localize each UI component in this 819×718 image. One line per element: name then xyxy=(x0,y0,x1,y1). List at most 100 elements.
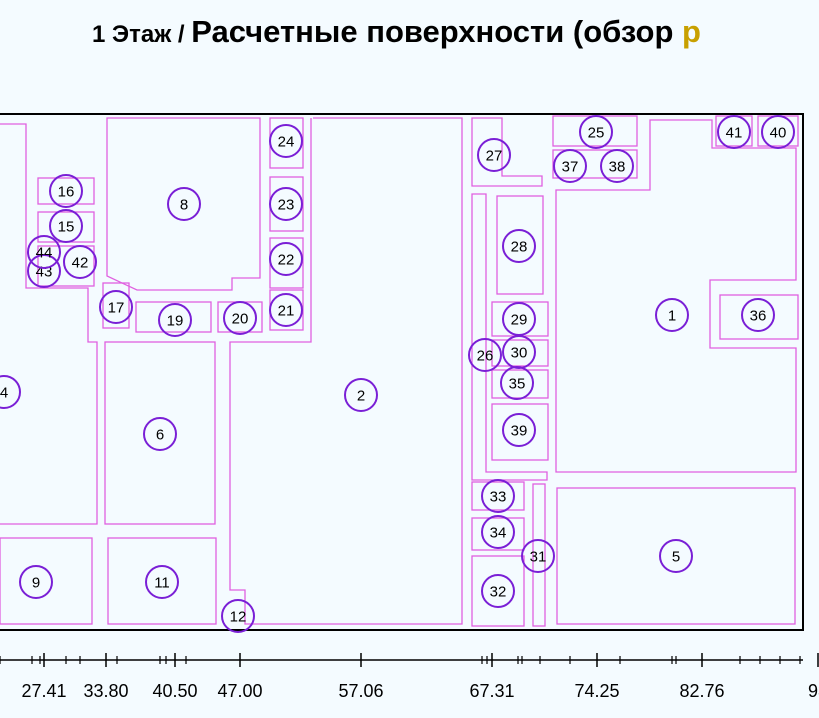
outer-wall xyxy=(0,113,804,631)
axis-tick-label: 93 xyxy=(808,681,819,701)
room-marker-23: 23 xyxy=(269,187,303,221)
room-marker-circle xyxy=(502,413,536,447)
room-marker-11: 11 xyxy=(145,565,179,599)
room-marker-label: 17 xyxy=(108,300,125,317)
room-marker-31: 31 xyxy=(521,539,555,573)
room-marker-circle xyxy=(158,303,192,337)
room-marker-label: 32 xyxy=(490,584,507,601)
room-marker-22: 22 xyxy=(269,242,303,276)
room-marker-label: 11 xyxy=(154,575,170,592)
room-marker-24: 24 xyxy=(269,124,303,158)
room-marker-circle xyxy=(659,539,693,573)
room-marker-circle xyxy=(761,115,795,149)
axis-tick-label: 27.41 xyxy=(21,681,66,701)
room-marker-32: 32 xyxy=(481,574,515,608)
axis-tick-label: 47.00 xyxy=(217,681,262,701)
room-marker-26: 26 xyxy=(468,338,502,372)
room-marker-30: 30 xyxy=(502,335,536,369)
x-axis: 27.41 33.80 40.50 47.00 57.06 67.31 74.25 82.76… xyxy=(0,653,819,701)
room-marker-15: 15 xyxy=(49,209,83,243)
room-marker-label: 4 xyxy=(0,385,8,402)
room-marker-circle xyxy=(143,417,177,451)
room-marker-29: 29 xyxy=(502,302,536,336)
room-marker-circle xyxy=(27,254,61,288)
room-marker-label: 42 xyxy=(72,255,89,272)
room-marker-circle xyxy=(63,245,97,279)
room-marker-circle xyxy=(49,174,83,208)
room-marker-circle xyxy=(269,242,303,276)
room-marker-label: 24 xyxy=(278,134,295,151)
title-tail: р xyxy=(682,14,701,49)
room-marker-circle xyxy=(600,149,634,183)
room-marker-42: 42 xyxy=(63,245,97,279)
room-marker-circle xyxy=(269,293,303,327)
room-marker-27: 27 xyxy=(477,138,511,172)
title-prefix: 1 Этаж / xyxy=(92,21,192,48)
room-marker-37: 37 xyxy=(553,149,587,183)
room-marker-label: 5 xyxy=(672,549,680,566)
room-marker-label: 35 xyxy=(509,376,526,393)
room-marker-circle xyxy=(500,366,534,400)
room-marker-label: 38 xyxy=(609,159,626,176)
room-marker-label: 31 xyxy=(530,549,547,566)
room-marker-28: 28 xyxy=(502,229,536,263)
room-marker-circle xyxy=(19,565,53,599)
room-marker-34: 34 xyxy=(481,515,515,549)
room-marker-label: 25 xyxy=(588,125,605,142)
room-marker-label: 36 xyxy=(750,308,767,325)
room-marker-38: 38 xyxy=(600,149,634,183)
room-marker-label: 39 xyxy=(511,423,528,440)
room-marker-circle xyxy=(0,375,21,409)
room-marker-label: 34 xyxy=(490,525,507,542)
room-marker-label: 29 xyxy=(511,312,528,329)
room-marker-circle xyxy=(145,565,179,599)
axis-tick-label: 40.50 xyxy=(152,681,197,701)
room-marker-circle xyxy=(521,539,555,573)
room-marker-39: 39 xyxy=(502,413,536,447)
axis-tick-label: 67.31 xyxy=(469,681,514,701)
room-marker-label: 1 xyxy=(668,308,676,325)
room-marker-circle xyxy=(99,290,133,324)
room-marker-label: 30 xyxy=(511,345,528,362)
room-marker-circle xyxy=(221,599,255,633)
room-marker-44: 44 xyxy=(27,235,61,269)
room-marker-20: 20 xyxy=(223,301,257,335)
room-marker-circle xyxy=(717,115,751,149)
room-marker-label: 28 xyxy=(511,239,528,256)
axis-tick-label: 74.25 xyxy=(574,681,619,701)
room-marker-circle xyxy=(477,138,511,172)
room-marker-label: 23 xyxy=(278,197,295,214)
room-marker-circle xyxy=(468,338,502,372)
room-marker-label: 41 xyxy=(726,125,743,142)
room-marker-label: 2 xyxy=(357,388,365,405)
room-marker-label: 22 xyxy=(278,252,295,269)
room-marker-circle xyxy=(502,229,536,263)
room-marker-circle xyxy=(481,515,515,549)
room-marker-circle xyxy=(344,378,378,412)
room-marker-label: 6 xyxy=(156,427,164,444)
room-marker-circle xyxy=(27,235,61,269)
room-marker-41: 41 xyxy=(717,115,751,149)
room-marker-circle xyxy=(167,187,201,221)
room-marker-label: 37 xyxy=(562,159,579,176)
room-marker-25: 25 xyxy=(579,115,613,149)
room-marker-21: 21 xyxy=(269,293,303,327)
axis-tick-label: 33.80 xyxy=(83,681,128,701)
room-marker-9: 9 xyxy=(19,565,53,599)
room-marker-circle xyxy=(49,209,83,243)
title-main: Расчетные поверхности (обзор xyxy=(191,14,683,49)
room-marker-label: 26 xyxy=(477,348,494,365)
room-marker-circle xyxy=(655,298,689,332)
room-marker-40: 40 xyxy=(761,115,795,149)
room-marker-circle xyxy=(481,574,515,608)
room-marker-circle xyxy=(269,187,303,221)
room-marker-label: 33 xyxy=(490,489,507,506)
room-marker-6: 6 xyxy=(143,417,177,451)
page-title: 1 Этаж / Расчетные поверхности (обзор р xyxy=(92,14,701,50)
room-marker-circle xyxy=(481,479,515,513)
room-marker-17: 17 xyxy=(99,290,133,324)
room-marker-label: 21 xyxy=(278,303,295,320)
axis-tick-label: 82.76 xyxy=(679,681,724,701)
